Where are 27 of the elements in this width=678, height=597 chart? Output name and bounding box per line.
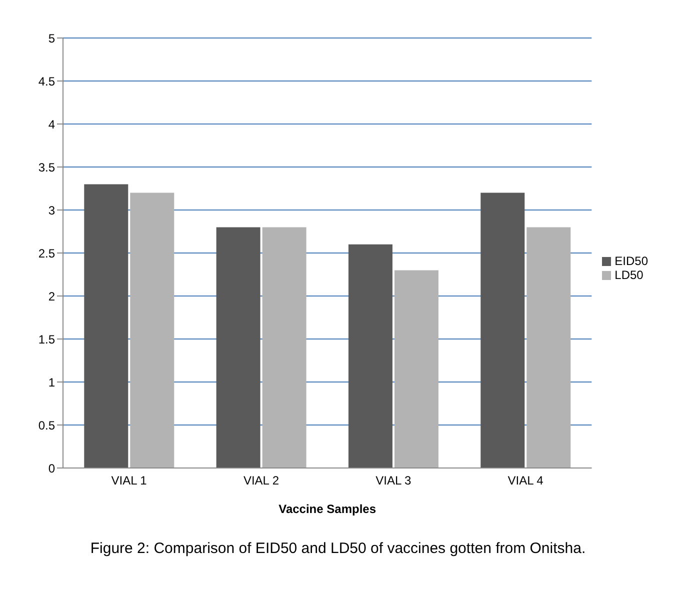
x-tick-label: VIAL 4	[508, 474, 544, 488]
x-tick-label: VIAL 1	[111, 474, 148, 488]
y-tick-label: 3	[48, 203, 56, 218]
caption: Figure 2: Comparison of EID50 and LD50 of vaccines gotten from Onitsha.	[89, 540, 587, 557]
y-tick-label: 4.5	[38, 74, 56, 88]
bar	[480, 192, 525, 468]
y-tick-label: 1	[48, 375, 56, 390]
y-tick-label: 5	[48, 31, 56, 46]
x-tick-label: VIAL 3	[376, 474, 412, 488]
y-tick-label: 4	[48, 117, 56, 132]
y-tick-label: 1.5	[38, 332, 56, 346]
y-tick-label: 2	[48, 289, 56, 304]
x-tick-label: VIAL 2	[243, 474, 280, 488]
x-axis-title: Vaccine Samples	[278, 502, 376, 516]
bar	[526, 227, 571, 468]
y-tick-label: 3.5	[38, 160, 56, 174]
y-tick-label: 2.5	[38, 246, 56, 260]
bar	[262, 227, 306, 468]
bar	[394, 270, 438, 468]
bar	[130, 192, 174, 468]
bar	[84, 184, 128, 468]
bar	[216, 227, 260, 468]
legend-label: LD50	[614, 268, 644, 282]
y-tick-label: 0	[48, 461, 56, 476]
y-tick-label: 0.5	[38, 418, 56, 432]
legend-label: EID50	[614, 254, 648, 268]
bar	[348, 244, 392, 468]
